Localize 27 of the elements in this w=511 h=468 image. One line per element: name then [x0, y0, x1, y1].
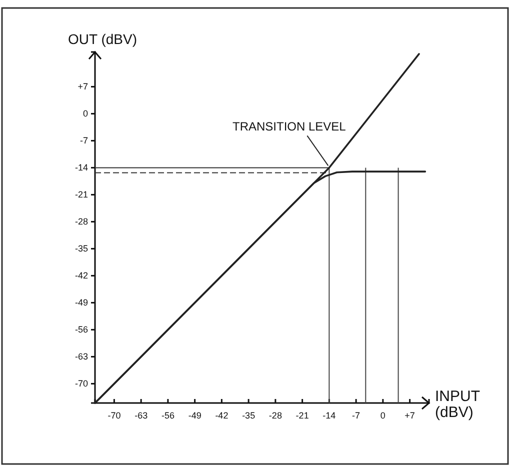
y-tick-label: +7: [78, 82, 88, 92]
x-tick-label: -63: [134, 410, 148, 420]
y-tick-label: -56: [74, 324, 88, 335]
y-tick-label: -42: [74, 270, 88, 281]
y-tick-label: 0: [82, 108, 88, 119]
x-tick-label: +7: [404, 410, 415, 420]
x-axis-title: INPUT (dBV): [435, 388, 480, 421]
x-tick-label: -21: [296, 410, 309, 420]
y-tick-label: -63: [74, 352, 88, 362]
x-tick-label: -49: [188, 410, 202, 420]
x-tick-label: 0: [380, 410, 386, 420]
y-tick-label: -35: [74, 244, 88, 254]
x-tick-label: -14: [322, 410, 336, 420]
y-tick-label: -70: [74, 378, 88, 389]
y-tick-label: -7: [80, 136, 88, 146]
annotation: TRANSITION LEVEL: [232, 120, 346, 134]
x-tick-label: -56: [161, 410, 174, 420]
y-tick-label: -28: [74, 216, 88, 227]
y-axis-title: OUT (dBV): [68, 31, 137, 47]
y-tick-label: -49: [74, 298, 88, 308]
x-tick-label: -28: [268, 410, 282, 420]
y-tick-label: -14: [74, 162, 88, 173]
x-tick-label: -7: [352, 410, 360, 420]
x-tick-label: -35: [242, 410, 256, 420]
x-tick-label: -42: [215, 410, 228, 420]
y-tick-label: -21: [74, 190, 88, 200]
x-tick-label: -70: [108, 410, 121, 420]
